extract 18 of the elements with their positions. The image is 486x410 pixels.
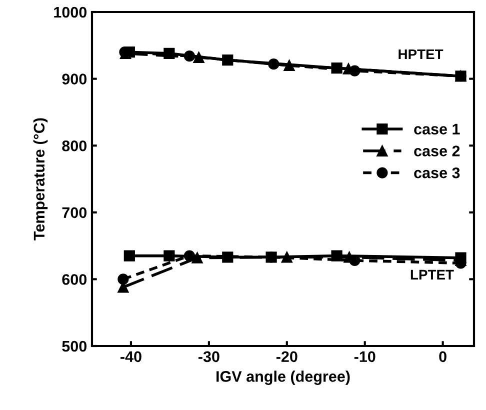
y-tick-label: 700 [62, 207, 87, 218]
y-tick-label: 600 [62, 274, 87, 285]
x-tick-label: 0 [439, 351, 446, 362]
x-tick-label: -40 [120, 351, 142, 362]
y-tick-label: 900 [62, 74, 87, 84]
y-axis-title: Temperature (°C) [33, 118, 48, 240]
x-tick-label: -30 [198, 351, 220, 362]
y-tick-label: 1000 [54, 6, 87, 18]
x-tick-label: -10 [354, 351, 376, 362]
x-axis-title: IGV angle (degree) [216, 370, 350, 385]
y-tick-label: 800 [62, 140, 87, 152]
annotation: HPTET [398, 49, 444, 60]
legend-label: case 2 [414, 146, 460, 156]
annotation: LPTET [410, 270, 454, 280]
legend-label: case 1 [414, 124, 460, 134]
x-tick-label: -20 [276, 351, 298, 362]
y-tick-label: 500 [62, 340, 87, 352]
legend-label: case 3 [414, 167, 460, 178]
